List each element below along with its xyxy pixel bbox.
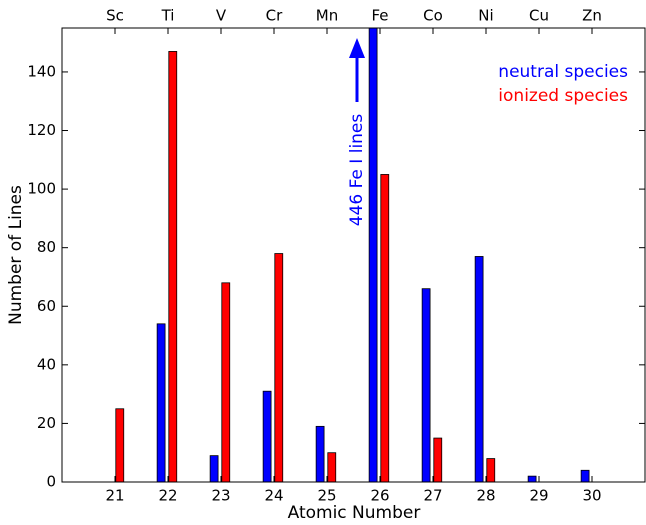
top-tick-label: Mn	[316, 7, 338, 25]
bar	[327, 452, 337, 482]
top-tick-label: V	[216, 7, 227, 25]
bar	[168, 51, 178, 482]
bar	[421, 288, 431, 482]
x-tick-label: 29	[529, 487, 548, 505]
top-tick-label: Co	[423, 7, 443, 25]
y-tick-label: 80	[37, 238, 56, 256]
bar	[315, 425, 325, 482]
bar	[486, 458, 496, 482]
bar	[433, 437, 443, 482]
x-tick-label: 27	[423, 487, 442, 505]
x-tick-label: 28	[476, 487, 495, 505]
x-tick-label: 22	[158, 487, 177, 505]
y-tick-label: 120	[27, 121, 56, 139]
bar	[527, 475, 537, 482]
bar	[209, 455, 219, 482]
y-tick-label: 40	[37, 355, 56, 373]
x-tick-label: 21	[105, 487, 124, 505]
top-tick-label: Ni	[478, 7, 493, 25]
x-tick-label: 23	[211, 487, 230, 505]
annotation: 446 Fe I lines	[347, 114, 367, 227]
y-tick-label: 20	[37, 414, 56, 432]
bar	[115, 408, 125, 482]
plot-frame	[61, 27, 646, 483]
top-tick-label: Fe	[371, 7, 388, 25]
top-tick-label: Cu	[529, 7, 549, 25]
bar	[380, 174, 390, 482]
bars	[115, 28, 590, 482]
bar	[274, 253, 284, 482]
bar	[474, 256, 484, 482]
bar	[368, 28, 378, 482]
bar	[156, 323, 166, 482]
bar	[262, 390, 272, 482]
y-tick-label: 0	[46, 473, 56, 491]
x-tick-label: 25	[317, 487, 336, 505]
y-tick-label: 60	[37, 297, 56, 315]
top-tick-label: Zn	[582, 7, 602, 25]
legend-entry: neutral species	[498, 62, 628, 82]
x-tick-label: 26	[370, 487, 389, 505]
x-tick-label: 30	[582, 487, 601, 505]
top-tick-label: Sc	[106, 7, 124, 25]
bar	[580, 469, 590, 482]
y-axis-label: Number of Lines	[6, 185, 26, 325]
top-tick-label: Cr	[266, 7, 283, 25]
y-tick-label: 140	[27, 62, 56, 80]
bar	[221, 282, 231, 482]
x-axis-label: Atomic Number	[288, 503, 421, 523]
legend-entry: ionized species	[498, 86, 628, 106]
top-tick-label: Ti	[161, 7, 175, 25]
annotation-arrowhead	[349, 38, 365, 58]
y-tick-label: 100	[27, 180, 56, 198]
x-tick-label: 24	[264, 487, 283, 505]
